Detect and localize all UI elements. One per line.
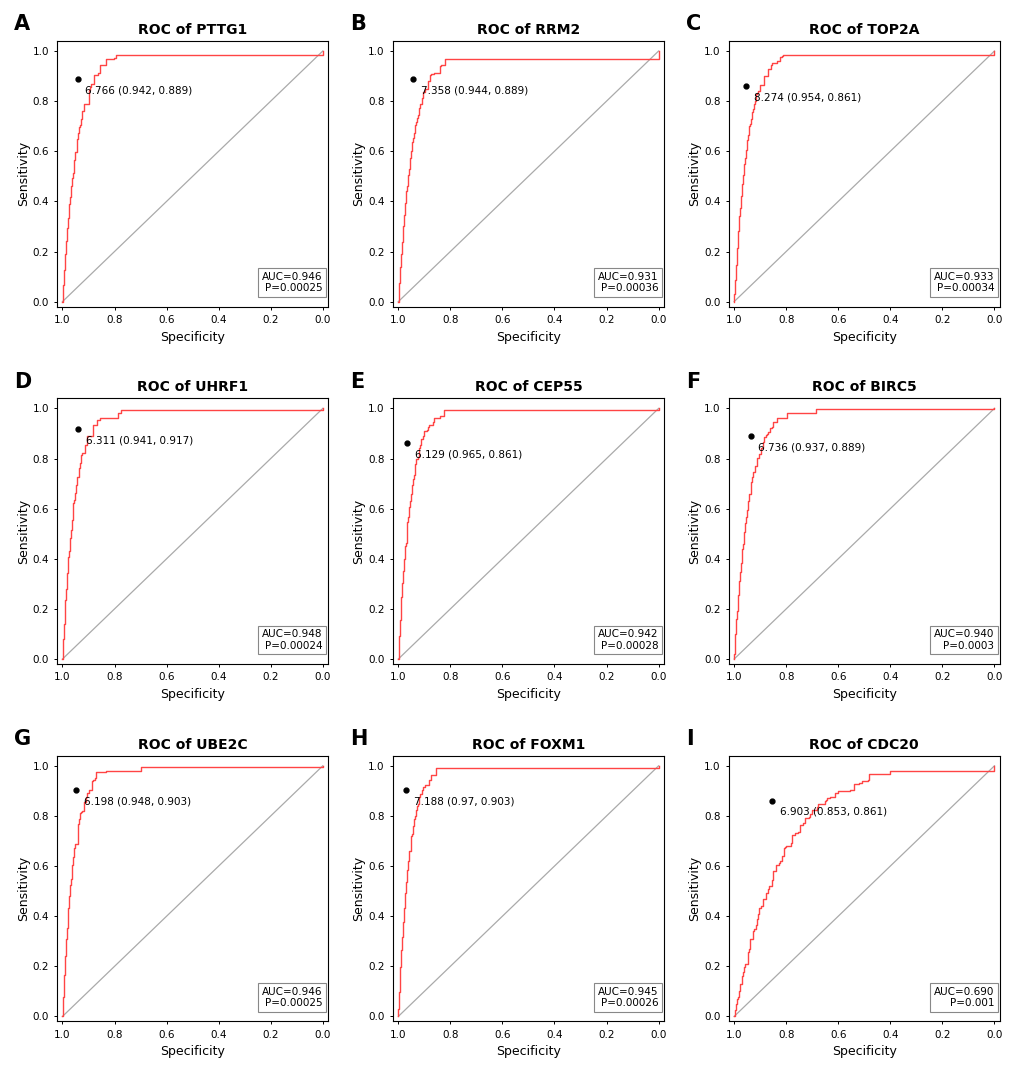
Y-axis label: Sensitivity: Sensitivity bbox=[688, 856, 701, 921]
Text: AUC=0.940
P=0.0003: AUC=0.940 P=0.0003 bbox=[933, 629, 994, 650]
Text: G: G bbox=[14, 729, 31, 749]
Text: B: B bbox=[350, 14, 366, 34]
Title: ROC of RRM2: ROC of RRM2 bbox=[476, 23, 580, 37]
Y-axis label: Sensitivity: Sensitivity bbox=[16, 141, 30, 206]
Text: F: F bbox=[685, 372, 699, 392]
Text: I: I bbox=[685, 729, 693, 749]
Text: AUC=0.690
P=0.001: AUC=0.690 P=0.001 bbox=[933, 987, 994, 1008]
Y-axis label: Sensitivity: Sensitivity bbox=[353, 856, 365, 921]
Text: E: E bbox=[350, 372, 364, 392]
Text: AUC=0.945
P=0.00026: AUC=0.945 P=0.00026 bbox=[597, 987, 657, 1008]
Y-axis label: Sensitivity: Sensitivity bbox=[16, 856, 30, 921]
Text: AUC=0.946
P=0.00025: AUC=0.946 P=0.00025 bbox=[262, 987, 322, 1008]
Title: ROC of CDC20: ROC of CDC20 bbox=[809, 737, 918, 751]
Y-axis label: Sensitivity: Sensitivity bbox=[688, 141, 701, 206]
Text: 7.358 (0.944, 0.889): 7.358 (0.944, 0.889) bbox=[420, 85, 528, 95]
Text: D: D bbox=[14, 372, 32, 392]
Text: AUC=0.933
P=0.00034: AUC=0.933 P=0.00034 bbox=[932, 272, 994, 293]
Text: H: H bbox=[350, 729, 367, 749]
X-axis label: Specificity: Specificity bbox=[832, 1045, 896, 1058]
X-axis label: Specificity: Specificity bbox=[160, 1045, 225, 1058]
Text: 8.274 (0.954, 0.861): 8.274 (0.954, 0.861) bbox=[753, 92, 860, 102]
X-axis label: Specificity: Specificity bbox=[160, 330, 225, 344]
Y-axis label: Sensitivity: Sensitivity bbox=[353, 141, 365, 206]
X-axis label: Specificity: Specificity bbox=[495, 1045, 560, 1058]
Title: ROC of BIRC5: ROC of BIRC5 bbox=[811, 381, 916, 395]
X-axis label: Specificity: Specificity bbox=[495, 330, 560, 344]
Title: ROC of UBE2C: ROC of UBE2C bbox=[138, 737, 248, 751]
Title: ROC of CEP55: ROC of CEP55 bbox=[474, 381, 582, 395]
Title: ROC of PTTG1: ROC of PTTG1 bbox=[138, 23, 247, 37]
Title: ROC of FOXM1: ROC of FOXM1 bbox=[472, 737, 585, 751]
Text: C: C bbox=[685, 14, 700, 34]
Text: 6.129 (0.965, 0.861): 6.129 (0.965, 0.861) bbox=[415, 449, 522, 459]
Text: A: A bbox=[14, 14, 31, 34]
Title: ROC of UHRF1: ROC of UHRF1 bbox=[137, 381, 248, 395]
Text: 6.903 (0.853, 0.861): 6.903 (0.853, 0.861) bbox=[780, 807, 887, 817]
X-axis label: Specificity: Specificity bbox=[832, 688, 896, 701]
Title: ROC of TOP2A: ROC of TOP2A bbox=[808, 23, 919, 37]
Text: 7.188 (0.97, 0.903): 7.188 (0.97, 0.903) bbox=[414, 797, 514, 806]
Text: AUC=0.931
P=0.00036: AUC=0.931 P=0.00036 bbox=[597, 272, 657, 293]
X-axis label: Specificity: Specificity bbox=[160, 688, 225, 701]
Text: 6.736 (0.937, 0.889): 6.736 (0.937, 0.889) bbox=[757, 443, 865, 453]
Text: AUC=0.942
P=0.00028: AUC=0.942 P=0.00028 bbox=[597, 629, 657, 650]
Text: AUC=0.948
P=0.00024: AUC=0.948 P=0.00024 bbox=[262, 629, 322, 650]
Text: 6.766 (0.942, 0.889): 6.766 (0.942, 0.889) bbox=[86, 85, 193, 95]
X-axis label: Specificity: Specificity bbox=[832, 330, 896, 344]
Y-axis label: Sensitivity: Sensitivity bbox=[353, 499, 365, 563]
Text: 6.198 (0.948, 0.903): 6.198 (0.948, 0.903) bbox=[84, 797, 191, 806]
Y-axis label: Sensitivity: Sensitivity bbox=[688, 499, 701, 563]
Text: 6.311 (0.941, 0.917): 6.311 (0.941, 0.917) bbox=[86, 435, 193, 445]
X-axis label: Specificity: Specificity bbox=[495, 688, 560, 701]
Y-axis label: Sensitivity: Sensitivity bbox=[16, 499, 30, 563]
Text: AUC=0.946
P=0.00025: AUC=0.946 P=0.00025 bbox=[262, 272, 322, 293]
